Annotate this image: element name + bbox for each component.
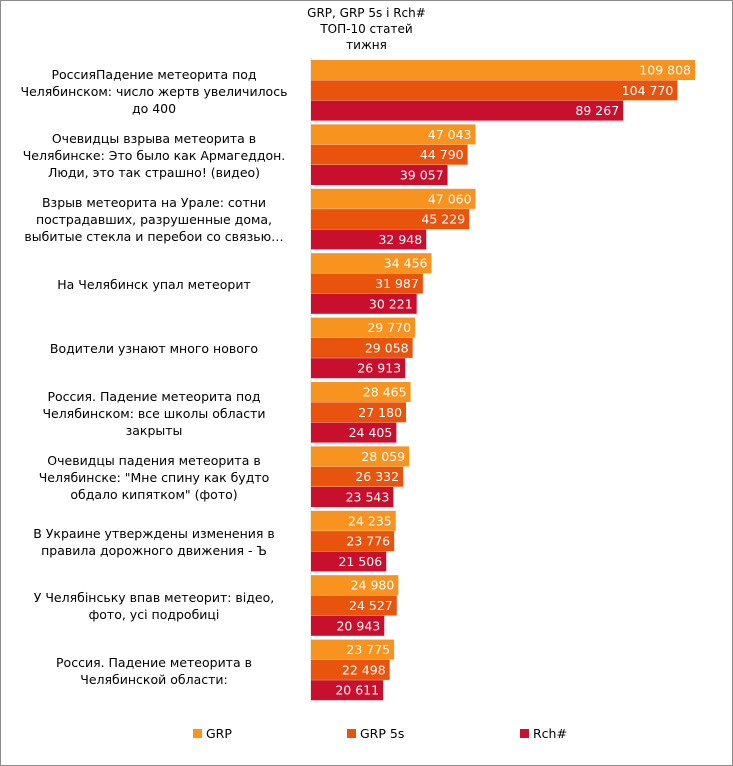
category-label: На Челябинск упал метеорит <box>57 276 251 292</box>
bar-rch <box>311 680 384 701</box>
data-label: 47 060 <box>428 191 472 206</box>
data-label: 21 506 <box>338 554 382 569</box>
category-label: Очевидцы падения метеорита в Челябинске:… <box>38 452 270 502</box>
bar-grp5s <box>311 531 395 552</box>
data-label: 104 770 <box>622 83 674 98</box>
bar-grp5s <box>311 595 397 616</box>
data-label: 109 808 <box>639 63 691 78</box>
data-label: 89 267 <box>575 103 619 118</box>
data-label: 44 790 <box>420 147 464 162</box>
bar-grp <box>311 510 396 531</box>
data-label: 31 987 <box>375 276 419 291</box>
legend-item-rch: Rch# <box>520 726 567 741</box>
legend-label-rch: Rch# <box>533 726 567 741</box>
category-label: В Украине утверждены изменения в правила… <box>33 525 275 558</box>
data-label: 27 180 <box>358 405 402 420</box>
data-label: 28 059 <box>361 449 405 464</box>
data-label: 20 943 <box>336 618 380 633</box>
bar-rch <box>311 100 624 121</box>
data-label: 24 235 <box>348 513 392 528</box>
data-label: 47 043 <box>428 127 472 142</box>
bar-rch <box>311 615 385 636</box>
bar-grp5s <box>311 273 423 294</box>
bar-grp5s <box>311 659 390 680</box>
bar-grp5s <box>311 466 404 487</box>
data-label: 24 980 <box>351 578 395 593</box>
category-label: РоссияПадение метеорита под Челябинском:… <box>20 66 288 116</box>
legend-label-grp5s: GRP 5s <box>360 726 405 741</box>
data-label: 39 057 <box>400 168 444 183</box>
legend-item-grp5s: GRP 5s <box>347 726 404 741</box>
bar-rch <box>311 487 394 507</box>
legend-swatch-grp5s <box>347 729 356 738</box>
data-label: 23 543 <box>346 490 390 505</box>
data-label: 45 229 <box>421 212 465 227</box>
data-label: 32 948 <box>378 232 422 247</box>
bar-grp <box>311 253 432 274</box>
data-label: 24 405 <box>349 425 393 440</box>
bar-rch <box>311 358 406 379</box>
category-label: Россия. Падение метеорита под Челябинско… <box>42 388 266 438</box>
bar-grp <box>311 382 411 402</box>
bar-grp5s <box>311 337 413 358</box>
bar-grp5s <box>311 80 678 101</box>
data-label: 23 776 <box>346 534 390 549</box>
data-label: 26 913 <box>357 361 401 376</box>
data-label: 23 775 <box>346 642 390 657</box>
legend-swatch-grp <box>193 729 202 738</box>
category-label: Взрыв метеорита на Урале: сотни пострада… <box>24 195 284 245</box>
chart-title-line-2: ТОП-10 статей <box>320 22 413 36</box>
bar-grp <box>311 60 695 80</box>
bar-rch <box>311 165 448 185</box>
chart-title-line-1: GRP, GRP 5s і Rch# <box>307 6 426 20</box>
data-label: 29 770 <box>367 320 411 335</box>
data-label: 24 527 <box>349 598 393 613</box>
data-label: 20 611 <box>335 683 379 698</box>
category-label: У Челябінську впав метеорит: відео, фото… <box>33 590 275 623</box>
data-label: 26 332 <box>355 469 399 484</box>
bar-grp <box>311 575 399 596</box>
category-label: Россия. Падение метеорита в Челябинской … <box>56 654 252 687</box>
chart-title-line-3: тижня <box>346 38 387 52</box>
bar-grp5s <box>311 209 470 230</box>
bar-rch <box>311 229 427 250</box>
bar-rch <box>311 551 387 572</box>
data-label: 22 498 <box>342 662 386 677</box>
bar-grp <box>311 639 395 660</box>
data-label: 28 465 <box>363 385 407 400</box>
bar-grp5s <box>311 144 468 165</box>
bar-rch <box>311 422 397 443</box>
bar-grp <box>311 188 476 209</box>
legend-label-grp: GRP <box>206 726 232 741</box>
bar-grp <box>311 124 476 145</box>
bar-grp <box>311 317 416 338</box>
category-label: Очевидцы взрыва метеорита в Челябинске: … <box>22 130 286 180</box>
legend-swatch-rch <box>520 729 529 738</box>
bar-grp <box>311 446 410 467</box>
data-label: 34 456 <box>384 256 428 271</box>
bar-rch <box>311 293 417 314</box>
legend-item-grp: GRP <box>193 726 232 741</box>
data-label: 29 058 <box>365 340 409 355</box>
bar-grp5s <box>311 402 407 423</box>
data-label: 30 221 <box>369 296 413 311</box>
category-label: Водители узнают много нового <box>49 341 259 357</box>
